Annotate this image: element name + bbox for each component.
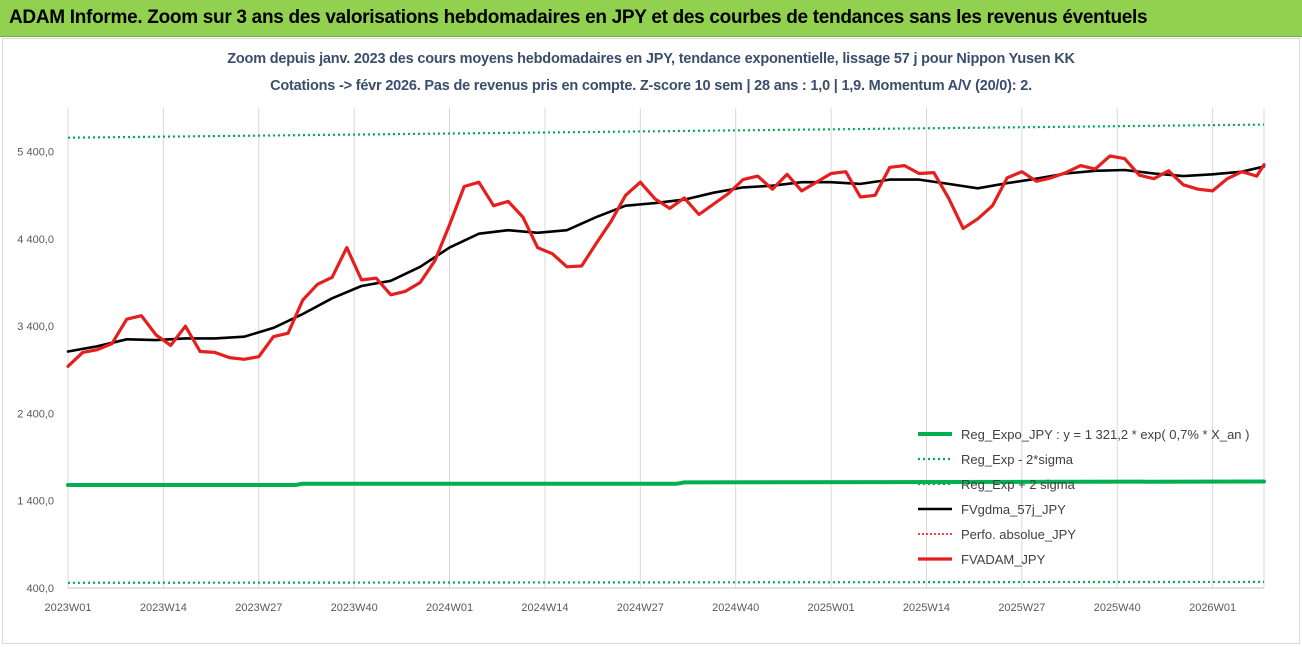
chart-title: Zoom depuis janv. 2023 des cours moyens …	[227, 51, 1075, 67]
fvgdma-57j-line	[66, 165, 1266, 353]
x-tick-label: 2023W40	[331, 602, 378, 614]
chart-frame	[2, 38, 1300, 644]
x-tick-label: 2024W27	[617, 602, 664, 614]
legend-label: Reg_Expo_JPY : y = 1 321,2 * exp( 0,7% *…	[961, 427, 1249, 442]
reg-expo-line	[66, 479, 1266, 487]
x-tick-label: 2025W01	[808, 602, 855, 614]
x-tick-label: 2026W01	[1189, 602, 1236, 614]
x-tick-label: 2024W14	[521, 602, 568, 614]
y-tick-label: 400,0	[26, 583, 54, 595]
legend-label: FVADAM_JPY	[961, 552, 1046, 567]
x-tick-label: 2023W27	[235, 602, 282, 614]
fvadam-line	[66, 154, 1266, 368]
x-tick-label: 2025W40	[1094, 602, 1141, 614]
x-tick-label: 2023W01	[44, 602, 91, 614]
x-tick-label: 2024W01	[426, 602, 473, 614]
y-tick-label: 2 400,0	[17, 408, 54, 420]
chart-subtitle: Cotations -> févr 2026. Pas de revenus p…	[270, 78, 1032, 94]
y-tick-label: 4 400,0	[17, 234, 54, 246]
legend-label: Perfo. absolue_JPY	[961, 527, 1076, 542]
reg-minus-2sigma-line	[67, 580, 1265, 584]
x-tick-label: 2025W27	[998, 602, 1045, 614]
y-tick-label: 5 400,0	[17, 147, 54, 159]
legend-label: Reg_Exp + 2 sigma	[961, 477, 1076, 492]
x-tick-label: 2025W14	[903, 602, 950, 614]
x-tick-label: 2024W40	[712, 602, 759, 614]
reg-plus-2sigma-line	[67, 123, 1265, 139]
legend-label: Reg_Exp - 2*sigma	[961, 452, 1074, 467]
page-title: ADAM Informe. Zoom sur 3 ans des valoris…	[9, 7, 1148, 28]
legend-label: FVgdma_57j_JPY	[961, 502, 1066, 517]
x-tick-label: 2023W14	[140, 602, 187, 614]
title-bar: ADAM Informe. Zoom sur 3 ans des valoris…	[0, 0, 1302, 37]
y-tick-label: 3 400,0	[17, 321, 54, 333]
y-tick-label: 1 400,0	[17, 496, 54, 508]
